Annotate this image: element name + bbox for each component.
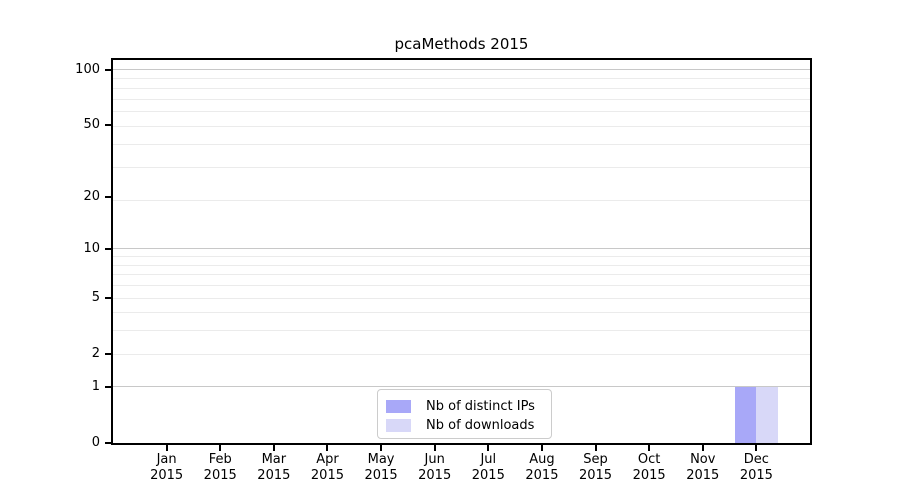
legend-label-downloads: Nb of downloads [426, 417, 535, 433]
legend-swatch-distinct-ips-icon [386, 399, 411, 413]
x-tick-month: Apr [316, 452, 339, 467]
legend-swatch-downloads-icon [386, 418, 411, 432]
gridline-minor [113, 312, 810, 314]
x-tick-mark [648, 445, 651, 451]
x-tick-month: Feb [208, 452, 232, 467]
x-tick-label: Dec 2015 [721, 452, 791, 484]
x-tick-year: 2015 [310, 468, 344, 483]
x-tick-label: Aug 2015 [507, 452, 577, 484]
x-tick-label: Sep 2015 [561, 452, 631, 484]
x-tick-year: 2015 [203, 468, 237, 483]
gridline-major [113, 386, 810, 388]
x-tick-month: Nov [690, 452, 716, 467]
y-tick-label: 50 [83, 116, 100, 132]
x-tick-label: Apr 2015 [292, 452, 362, 484]
chart-title: pcaMethods 2015 [394, 35, 529, 53]
x-tick-year: 2015 [257, 468, 291, 483]
x-tick-month: Jul [480, 452, 497, 467]
gridline-minor [113, 98, 810, 100]
x-tick-label: Feb 2015 [185, 452, 255, 484]
gridline-minor [113, 78, 810, 80]
legend-label-distinct-ips: Nb of distinct IPs [426, 398, 535, 414]
x-tick-mark [326, 445, 329, 451]
x-tick-label: Oct 2015 [614, 452, 684, 484]
x-tick-label: Nov 2015 [668, 452, 738, 484]
gridline-minor [113, 167, 810, 169]
x-tick-mark [219, 445, 222, 451]
x-tick-month: Aug [529, 452, 555, 467]
x-tick-mark [165, 445, 168, 451]
x-tick-year: 2015 [364, 468, 398, 483]
x-tick-label: Mar 2015 [239, 452, 309, 484]
x-tick-mark [594, 445, 597, 451]
x-tick-year: 2015 [578, 468, 613, 483]
x-tick-mark [272, 445, 275, 451]
y-tick-label: 100 [75, 61, 100, 77]
y-tick-label: 20 [83, 188, 100, 204]
gridline-minor [113, 264, 810, 266]
gridline-minor [113, 256, 810, 258]
bar-distinct-ips [734, 386, 757, 443]
x-tick-label: Jul 2015 [453, 452, 523, 484]
gridline-major [113, 248, 810, 250]
x-tick-year: 2015 [686, 468, 720, 483]
x-tick-label: Jan 2015 [132, 452, 202, 484]
y-tick-label: 1 [91, 378, 100, 394]
x-tick-month: Sep [583, 452, 608, 467]
x-tick-mark [755, 445, 758, 451]
x-tick-year: 2015 [418, 468, 452, 483]
x-tick-mark [380, 445, 383, 451]
x-tick-year: 2015 [632, 468, 666, 483]
x-tick-label: May 2015 [346, 452, 416, 484]
gridline-minor [113, 274, 810, 276]
gridline-minor [113, 200, 810, 202]
x-tick-month: Dec [743, 452, 769, 467]
gridline-minor [113, 111, 810, 113]
gridline-minor [113, 297, 810, 299]
plot-area [111, 58, 812, 445]
x-tick-month: Mar [261, 452, 287, 467]
x-tick-mark [433, 445, 436, 451]
x-tick-mark [540, 445, 543, 451]
x-tick-label: Jun 2015 [400, 452, 470, 484]
x-tick-year: 2015 [525, 468, 559, 483]
gridline-minor [113, 285, 810, 287]
x-tick-mark [487, 445, 490, 451]
x-tick-month: Jun [424, 452, 445, 467]
legend-item-distinct-ips: Nb of distinct IPs [386, 397, 551, 415]
y-tick-label: 2 [91, 346, 100, 362]
gridline-minor [113, 87, 810, 89]
gridline-minor [113, 144, 810, 146]
y-tick-label: 10 [83, 240, 100, 256]
x-tick-mark [701, 445, 704, 451]
gridline-major [113, 69, 810, 71]
x-tick-year: 2015 [739, 468, 773, 483]
x-tick-month: Jan [156, 452, 177, 467]
gridline-minor [113, 125, 810, 127]
legend: Nb of distinct IPs Nb of downloads [377, 389, 552, 439]
legend-item-downloads: Nb of downloads [386, 416, 551, 434]
x-tick-year: 2015 [471, 468, 505, 483]
gridline-minor [113, 330, 810, 332]
x-tick-year: 2015 [150, 468, 184, 483]
gridline-minor [113, 353, 810, 355]
x-tick-month: May [367, 452, 395, 467]
y-tick-label: 0 [91, 435, 100, 450]
bar-downloads [756, 386, 778, 443]
x-tick-month: Oct [637, 452, 661, 467]
y-tick-label: 5 [91, 290, 100, 306]
